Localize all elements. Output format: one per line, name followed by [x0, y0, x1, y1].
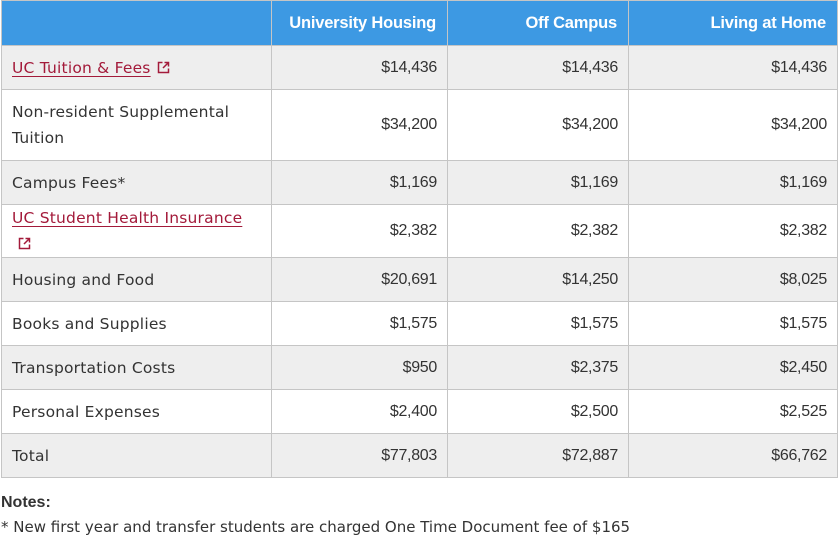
value-cell-university-housing: $950 [271, 345, 448, 390]
value-cell-university-housing: $1,575 [271, 301, 448, 346]
table-row: Transportation Costs $950 $2,375 $2,450 [1, 345, 838, 390]
row-label-cell: Transportation Costs [1, 345, 272, 390]
row-label-link[interactable]: UC Student Health Insurance [12, 209, 243, 227]
value-cell-living-at-home: $2,525 [628, 389, 838, 434]
table-row: UC Student Health Insurance $2,382 $2,382 $… [1, 204, 838, 258]
header-cell-blank [1, 0, 272, 46]
table-row: Personal Expenses $2,400 $2,500 $2,525 [1, 389, 838, 434]
external-link-icon[interactable] [18, 237, 31, 250]
row-label-link[interactable]: UC Tuition & Fees [12, 58, 151, 77]
table-row: Non-resident Supplemental Tuition $34,200… [1, 89, 838, 161]
value-cell-living-at-home: $34,200 [628, 89, 838, 161]
value-cell-off-campus: $14,250 [447, 257, 629, 302]
cost-of-attendance-table: University Housing Off Campus Living at … [1, 0, 838, 478]
row-label-cell: Personal Expenses [1, 389, 272, 434]
value-cell-off-campus: $14,436 [447, 45, 629, 90]
value-cell-living-at-home: $2,450 [628, 345, 838, 390]
row-label-cell: Housing and Food [1, 257, 272, 302]
value-cell-university-housing: $34,200 [271, 89, 448, 161]
table-row: Campus Fees* $1,169 $1,169 $1,169 [1, 160, 838, 205]
value-cell-off-campus: $2,382 [447, 204, 629, 258]
notes-section: Notes: * New first year and transfer stu… [1, 491, 630, 539]
value-cell-university-housing: $2,382 [271, 204, 448, 258]
value-cell-off-campus: $1,575 [447, 301, 629, 346]
notes-text: * New first year and transfer students a… [1, 518, 631, 536]
value-cell-off-campus: $2,500 [447, 389, 629, 434]
external-link-icon[interactable] [157, 61, 170, 74]
value-cell-off-campus: $2,375 [447, 345, 629, 390]
value-cell-living-at-home: $2,382 [628, 204, 838, 258]
row-label-cell: Total [1, 433, 272, 478]
value-cell-living-at-home: $66,762 [628, 433, 838, 478]
row-label-cell: Non-resident Supplemental Tuition [1, 89, 272, 161]
header-off-campus: Off Campus [447, 0, 629, 46]
table-row: Total $77,803 $72,887 $66,762 [1, 433, 838, 478]
value-cell-off-campus: $1,169 [447, 160, 629, 205]
row-label-text: Total [12, 446, 50, 465]
row-label-cell: Books and Supplies [1, 301, 272, 346]
row-label-cell: Campus Fees* [1, 160, 272, 205]
row-label-text: Personal Expenses [12, 402, 161, 421]
value-cell-living-at-home: $8,025 [628, 257, 838, 302]
value-cell-university-housing: $2,400 [271, 389, 448, 434]
row-label-cell: UC Student Health Insurance [1, 204, 272, 258]
table-row: UC Tuition & Fees $14,436 $14,436 $14,436 [1, 45, 838, 90]
row-label-text: Books and Supplies [12, 314, 167, 333]
row-label-cell: UC Tuition & Fees [1, 45, 272, 90]
value-cell-university-housing: $1,169 [271, 160, 448, 205]
notes-title: Notes: [1, 494, 51, 511]
value-cell-living-at-home: $1,575 [628, 301, 838, 346]
value-cell-university-housing: $14,436 [271, 45, 448, 90]
row-label-text: Non-resident Supplemental Tuition [12, 103, 230, 147]
row-label-text: Campus Fees* [12, 173, 126, 192]
row-label-text: Transportation Costs [12, 358, 176, 377]
value-cell-university-housing: $20,691 [271, 257, 448, 302]
row-label-text: Housing and Food [12, 270, 155, 289]
table-body: UC Tuition & Fees $14,436 $14,436 $14,436 No… [1, 45, 838, 478]
table-row: Housing and Food $20,691 $14,250 $8,025 [1, 257, 838, 302]
value-cell-off-campus: $34,200 [447, 89, 629, 161]
value-cell-living-at-home: $14,436 [628, 45, 838, 90]
value-cell-off-campus: $72,887 [447, 433, 629, 478]
value-cell-living-at-home: $1,169 [628, 160, 838, 205]
table-header-row: University Housing Off Campus Living at … [1, 0, 838, 46]
header-living-at-home: Living at Home [628, 0, 838, 46]
header-university-housing: University Housing [271, 0, 448, 46]
value-cell-university-housing: $77,803 [271, 433, 448, 478]
table-row: Books and Supplies $1,575 $1,575 $1,575 [1, 301, 838, 346]
